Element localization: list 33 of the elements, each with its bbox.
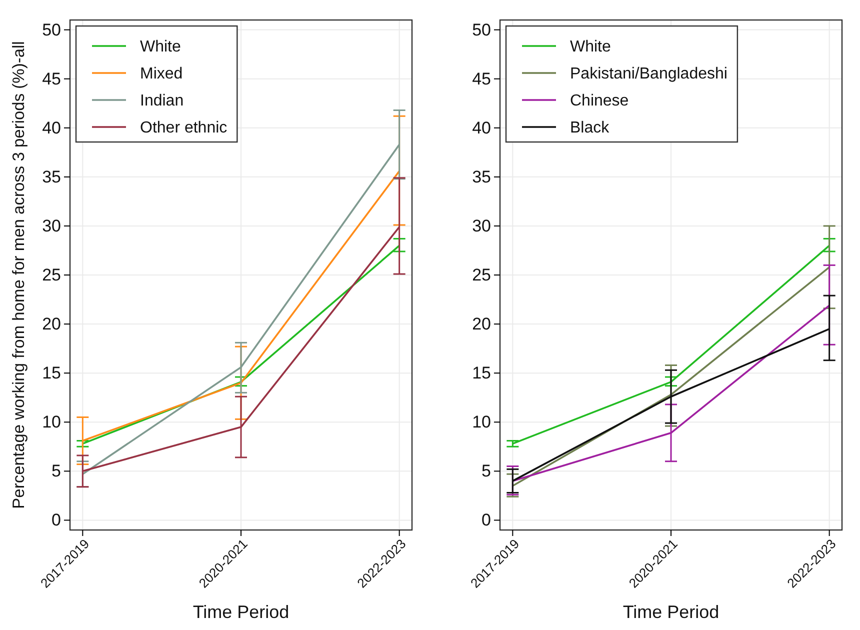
y-tick-label: 0: [482, 510, 491, 530]
x-axis-title: Time Period: [192, 602, 290, 622]
y-tick-label: 25: [42, 265, 61, 284]
y-tick-label: 30: [472, 216, 491, 236]
y-tick-label: 40: [42, 118, 61, 138]
legend-label: Indian: [140, 92, 184, 110]
y-tick-label: 5: [52, 462, 61, 481]
y-tick-label: 15: [472, 364, 491, 383]
legend-label: Other ethnic: [140, 120, 228, 137]
y-tick-label: 35: [472, 167, 491, 186]
y-tick-label: 40: [472, 118, 491, 138]
y-tick-label: 25: [472, 265, 491, 284]
y-tick-label: 50: [42, 20, 61, 40]
x-axis-title: Time Period: [622, 602, 720, 622]
y-tick-label: 10: [42, 412, 61, 432]
y-tick-label: 45: [472, 69, 491, 88]
y-tick-label: 0: [52, 510, 61, 530]
y-tick-label: 15: [42, 364, 61, 383]
y-tick-label: 10: [472, 412, 491, 432]
legend-label: White: [570, 38, 611, 56]
legend-label: Pakistani/Bangladeshi: [570, 66, 728, 83]
legend-label: Chinese: [570, 92, 629, 110]
legend-label: White: [140, 38, 181, 56]
y-tick-label: 50: [472, 20, 491, 40]
y-tick-label: 20: [42, 314, 61, 334]
y-axis-title: Percentage working from home for men across 3 periods (%)-all: [10, 41, 28, 509]
legend-label: Mixed: [140, 66, 183, 83]
y-tick-label: 20: [472, 314, 491, 334]
y-tick-label: 30: [42, 216, 61, 236]
y-tick-label: 35: [42, 167, 61, 186]
legend-label: Black: [570, 120, 610, 137]
y-tick-label: 5: [482, 462, 491, 481]
y-tick-label: 45: [42, 69, 61, 88]
